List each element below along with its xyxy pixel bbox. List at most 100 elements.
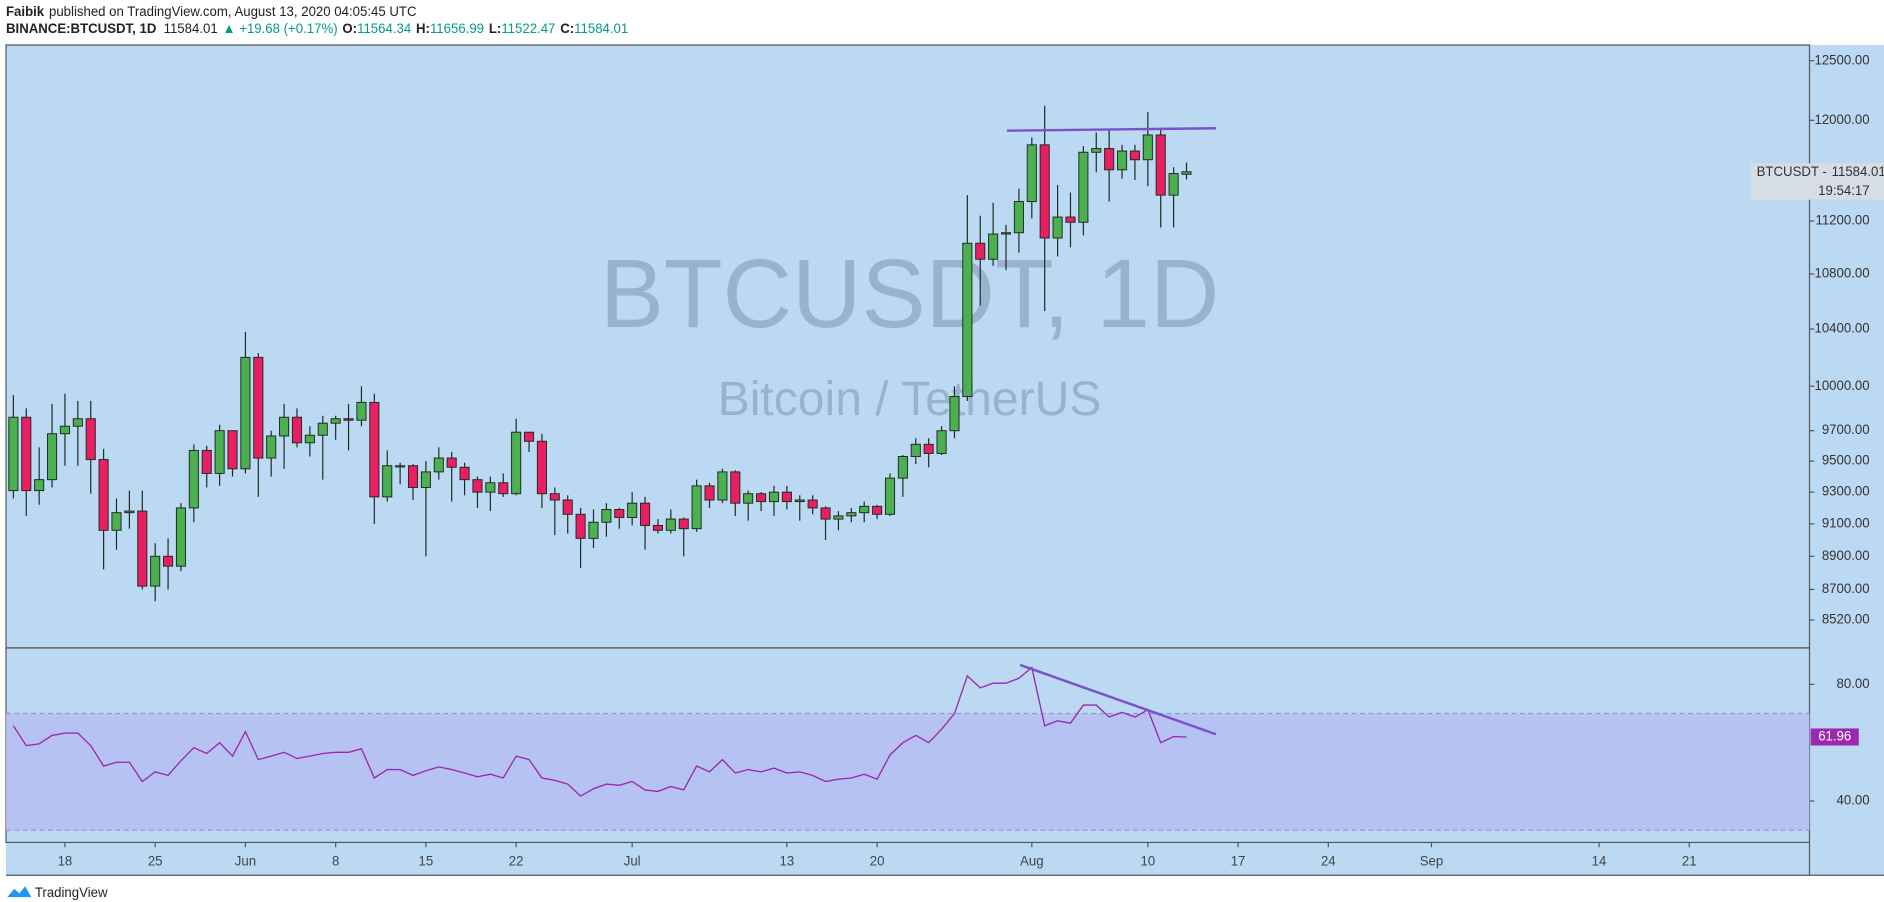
y-tick-label: 10000.00 bbox=[1814, 378, 1869, 393]
candle-body bbox=[743, 493, 754, 504]
candle-body bbox=[794, 499, 805, 503]
candle-body bbox=[640, 502, 651, 526]
change: ▲ +19.68 (+0.17%) bbox=[223, 21, 338, 36]
y-tick-label: 11200.00 bbox=[1815, 212, 1869, 227]
candle-body bbox=[304, 434, 315, 444]
y-tick-label: 10800.00 bbox=[1814, 265, 1869, 280]
x-tick-label: 20 bbox=[870, 853, 885, 868]
candle-body bbox=[1104, 148, 1115, 171]
x-tick-label: 10 bbox=[1140, 853, 1155, 868]
candle-body bbox=[601, 509, 612, 523]
candle-body bbox=[124, 510, 135, 514]
rsi-y-tick-label: 40.00 bbox=[1837, 792, 1870, 807]
rsi-trend-drawing bbox=[1019, 663, 1217, 736]
brand: TradingView bbox=[35, 885, 108, 900]
candle-body bbox=[936, 430, 947, 454]
candle-body bbox=[420, 471, 431, 488]
candle-body bbox=[98, 459, 109, 531]
low-value: 11522.47 bbox=[501, 21, 555, 36]
x-tick-label: Jun bbox=[235, 853, 256, 868]
x-tick-label: Jul bbox=[624, 853, 641, 868]
candle-body bbox=[859, 505, 870, 514]
candle-body bbox=[665, 518, 676, 531]
open-label: O: bbox=[342, 21, 357, 36]
footer-logo: TradingView bbox=[7, 885, 108, 900]
candle-body bbox=[562, 499, 573, 515]
candle-body bbox=[872, 505, 883, 515]
candle-body bbox=[1181, 171, 1192, 175]
x-tick-label: 17 bbox=[1231, 853, 1246, 868]
candle-body bbox=[1168, 173, 1179, 196]
candle-body bbox=[1117, 150, 1128, 171]
candle-body bbox=[279, 416, 290, 437]
candle-body bbox=[923, 443, 934, 454]
candle-body bbox=[21, 416, 32, 492]
symbol-line: BINANCE:BTCUSDT, 1D 11584.01 ▲ +19.68 (+0.… bbox=[6, 21, 628, 36]
candle-body bbox=[704, 485, 715, 501]
candle-body bbox=[1065, 216, 1076, 223]
x-tick-label: 18 bbox=[58, 853, 73, 868]
x-tick-label: Sep bbox=[1420, 853, 1444, 868]
candle-body bbox=[588, 521, 599, 539]
last-price: 11584.01 bbox=[164, 21, 218, 36]
label-layer: BTCUSDT - 11584.01 19:54:17 61.96 bbox=[1750, 163, 1884, 746]
candle-body bbox=[975, 242, 986, 260]
y-tick-label: 8700.00 bbox=[1822, 581, 1870, 596]
candle-body bbox=[395, 465, 406, 468]
price-tag-symbol: BTCUSDT - bbox=[1757, 163, 1827, 178]
y-tick-label: 10400.00 bbox=[1814, 321, 1869, 336]
published-text: published on TradingView.com, August 13,… bbox=[49, 4, 417, 19]
candle-body bbox=[227, 430, 238, 470]
candle-body bbox=[820, 507, 831, 520]
background-layer: BTCUSDT, 1D Bitcoin / TetherUS bbox=[600, 240, 1219, 427]
y-tick-label: 9700.00 bbox=[1822, 422, 1870, 437]
candle-body bbox=[575, 513, 586, 539]
plot-layer: 12500.00 12000.00 11200.00 10800.00 10400.00… bbox=[6, 52, 1870, 868]
y-tick-label: 12500.00 bbox=[1814, 52, 1869, 67]
price-tag-box bbox=[1750, 163, 1884, 200]
candle-body bbox=[1039, 144, 1050, 239]
candle-body bbox=[614, 509, 625, 518]
x-tick-label: 13 bbox=[780, 853, 795, 868]
open-value: 11564.34 bbox=[357, 21, 411, 36]
close-label: C: bbox=[560, 21, 574, 36]
candle-body bbox=[266, 435, 277, 459]
high-label: H: bbox=[416, 21, 430, 36]
candle-body bbox=[188, 449, 199, 509]
candle-body bbox=[768, 491, 780, 503]
x-tick-label: 8 bbox=[332, 853, 339, 868]
candle-body bbox=[910, 443, 921, 457]
candle-body bbox=[756, 493, 767, 503]
candle-body bbox=[897, 456, 908, 479]
candle-body bbox=[807, 499, 818, 509]
y-tick-label: 9300.00 bbox=[1822, 484, 1870, 499]
candle-body bbox=[356, 401, 367, 421]
candle-body bbox=[8, 416, 19, 492]
rsi-band bbox=[6, 713, 1810, 831]
candle-body bbox=[253, 356, 264, 459]
rsi-tag: 61.96 bbox=[1818, 728, 1851, 743]
candle-body bbox=[962, 242, 973, 398]
close-value: 11584.01 bbox=[574, 21, 628, 36]
candle-body bbox=[150, 555, 161, 587]
candle-body bbox=[446, 457, 457, 468]
candle-body bbox=[163, 555, 174, 567]
candle-body bbox=[175, 507, 187, 567]
y-tick-label: 12000.00 bbox=[1814, 112, 1869, 127]
symbol: BINANCE:BTCUSDT, 1D bbox=[6, 21, 157, 36]
candle-body bbox=[717, 471, 728, 501]
candle-body bbox=[369, 401, 380, 498]
y-tick-label: 9100.00 bbox=[1822, 515, 1870, 530]
candle-body bbox=[1155, 134, 1166, 196]
resistance-drawing bbox=[1006, 127, 1216, 132]
candle-body bbox=[201, 449, 212, 474]
price-tag-value: 11584.01 bbox=[1832, 163, 1884, 178]
x-tick-label: 25 bbox=[148, 853, 163, 868]
candle-body bbox=[1129, 150, 1140, 161]
low-label: L: bbox=[489, 21, 501, 36]
price-tag: BTCUSDT - 11584.01 bbox=[1757, 163, 1884, 178]
candle-body bbox=[988, 233, 999, 260]
publish-line: Faibik published on TradingView.com, Augu… bbox=[6, 4, 417, 19]
candle-body bbox=[833, 515, 844, 520]
